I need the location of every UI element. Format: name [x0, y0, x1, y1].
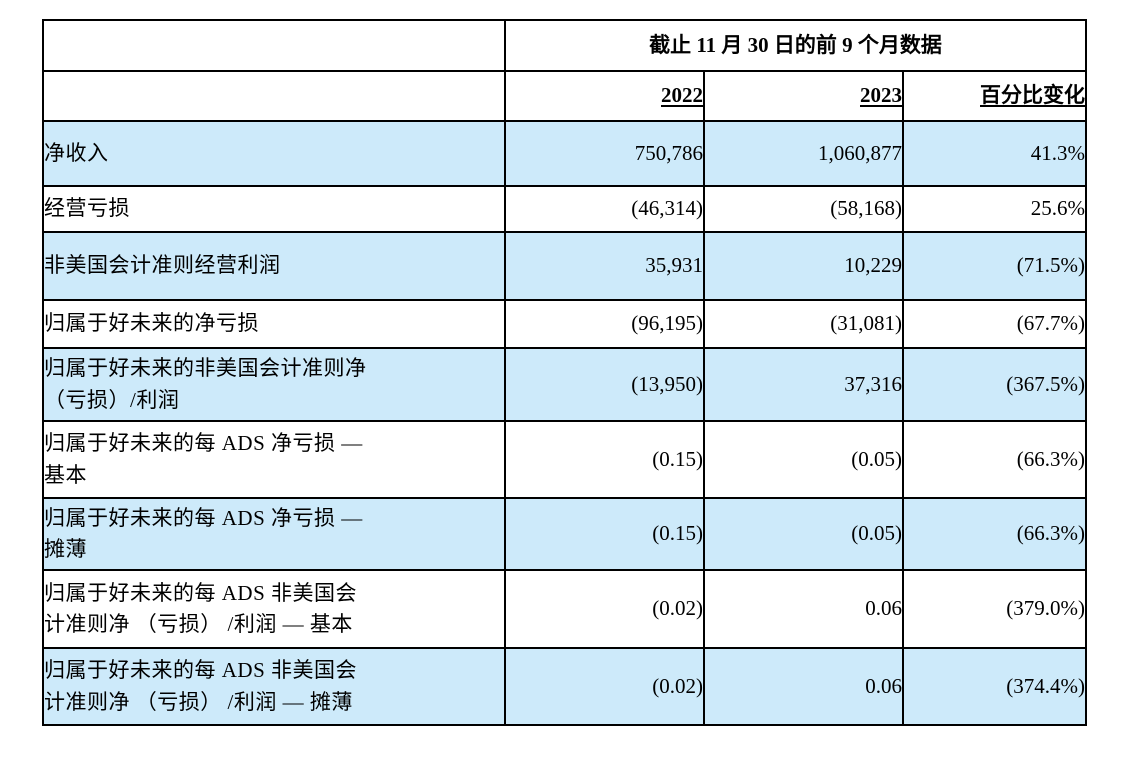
value-2022: (0.02) — [504, 647, 705, 726]
value-pct-change: (71.5%) — [902, 231, 1087, 301]
empty-corner-cell — [42, 19, 506, 72]
value-2022: (46,314) — [504, 185, 705, 233]
table-row-non-gaap-per-ads-diluted: 归属于好未来的每 ADS 非美国会 计准则净 （亏损） /利润 — 摊薄 (0.… — [42, 647, 1087, 726]
value-2023: (0.05) — [703, 497, 904, 571]
row-label: 归属于好未来的每 ADS 非美国会 计准则净 （亏损） /利润 — 基本 — [42, 569, 506, 649]
value-2022: (0.15) — [504, 420, 705, 499]
row-label: 归属于好未来的每 ADS 非美国会 计准则净 （亏损） /利润 — 摊薄 — [42, 647, 506, 726]
value-pct-change: 25.6% — [902, 185, 1087, 233]
column-header-2022: 2022 — [504, 70, 705, 122]
value-2022: 750,786 — [504, 120, 705, 187]
column-header-row: 2022 2023 百分比变化 — [42, 70, 1087, 122]
value-pct-change: (67.7%) — [902, 299, 1087, 349]
value-2022: (0.02) — [504, 569, 705, 649]
value-pct-change: (66.3%) — [902, 497, 1087, 571]
row-label: 净收入 — [42, 120, 506, 187]
financial-results-table: 截止 11 月 30 日的前 9 个月数据 2022 2023 百分比变化 净收… — [42, 19, 1087, 726]
value-2022: (96,195) — [504, 299, 705, 349]
row-label: 归属于好未来的净亏损 — [42, 299, 506, 349]
value-2022: (0.15) — [504, 497, 705, 571]
value-pct-change: (367.5%) — [902, 347, 1087, 422]
table-row-operating-loss: 经营亏损 (46,314) (58,168) 25.6% — [42, 185, 1087, 233]
row-label: 归属于好未来的每 ADS 净亏损 — 基本 — [42, 420, 506, 499]
row-label: 经营亏损 — [42, 185, 506, 233]
value-2023: 1,060,877 — [703, 120, 904, 187]
value-2023: (31,081) — [703, 299, 904, 349]
empty-header-cell — [42, 70, 506, 122]
period-header: 截止 11 月 30 日的前 9 个月数据 — [504, 19, 1087, 72]
table-row-net-loss-attributable: 归属于好未来的净亏损 (96,195) (31,081) (67.7%) — [42, 299, 1087, 349]
table-row-net-loss-per-ads-basic: 归属于好未来的每 ADS 净亏损 — 基本 (0.15) (0.05) (66.… — [42, 420, 1087, 499]
table-row-non-gaap-per-ads-basic: 归属于好未来的每 ADS 非美国会 计准则净 （亏损） /利润 — 基本 (0.… — [42, 569, 1087, 649]
value-2023: 10,229 — [703, 231, 904, 301]
table-row-net-loss-per-ads-diluted: 归属于好未来的每 ADS 净亏损 — 摊薄 (0.15) (0.05) (66.… — [42, 497, 1087, 571]
row-label: 归属于好未来的每 ADS 净亏损 — 摊薄 — [42, 497, 506, 571]
column-header-pct-change: 百分比变化 — [902, 70, 1087, 122]
value-2023: 37,316 — [703, 347, 904, 422]
value-2023: (0.05) — [703, 420, 904, 499]
period-header-row: 截止 11 月 30 日的前 9 个月数据 — [42, 19, 1087, 72]
value-pct-change: 41.3% — [902, 120, 1087, 187]
value-pct-change: (379.0%) — [902, 569, 1087, 649]
value-2022: 35,931 — [504, 231, 705, 301]
row-label: 归属于好未来的非美国会计准则净 （亏损）/利润 — [42, 347, 506, 422]
value-2023: (58,168) — [703, 185, 904, 233]
table-row-non-gaap-net-income: 归属于好未来的非美国会计准则净 （亏损）/利润 (13,950) 37,316 … — [42, 347, 1087, 422]
value-2022: (13,950) — [504, 347, 705, 422]
value-2023: 0.06 — [703, 647, 904, 726]
table-row-net-revenues: 净收入 750,786 1,060,877 41.3% — [42, 120, 1087, 187]
column-header-2023: 2023 — [703, 70, 904, 122]
value-2023: 0.06 — [703, 569, 904, 649]
value-pct-change: (66.3%) — [902, 420, 1087, 499]
value-pct-change: (374.4%) — [902, 647, 1087, 726]
table-row-non-gaap-operating-income: 非美国会计准则经营利润 35,931 10,229 (71.5%) — [42, 231, 1087, 301]
row-label: 非美国会计准则经营利润 — [42, 231, 506, 301]
